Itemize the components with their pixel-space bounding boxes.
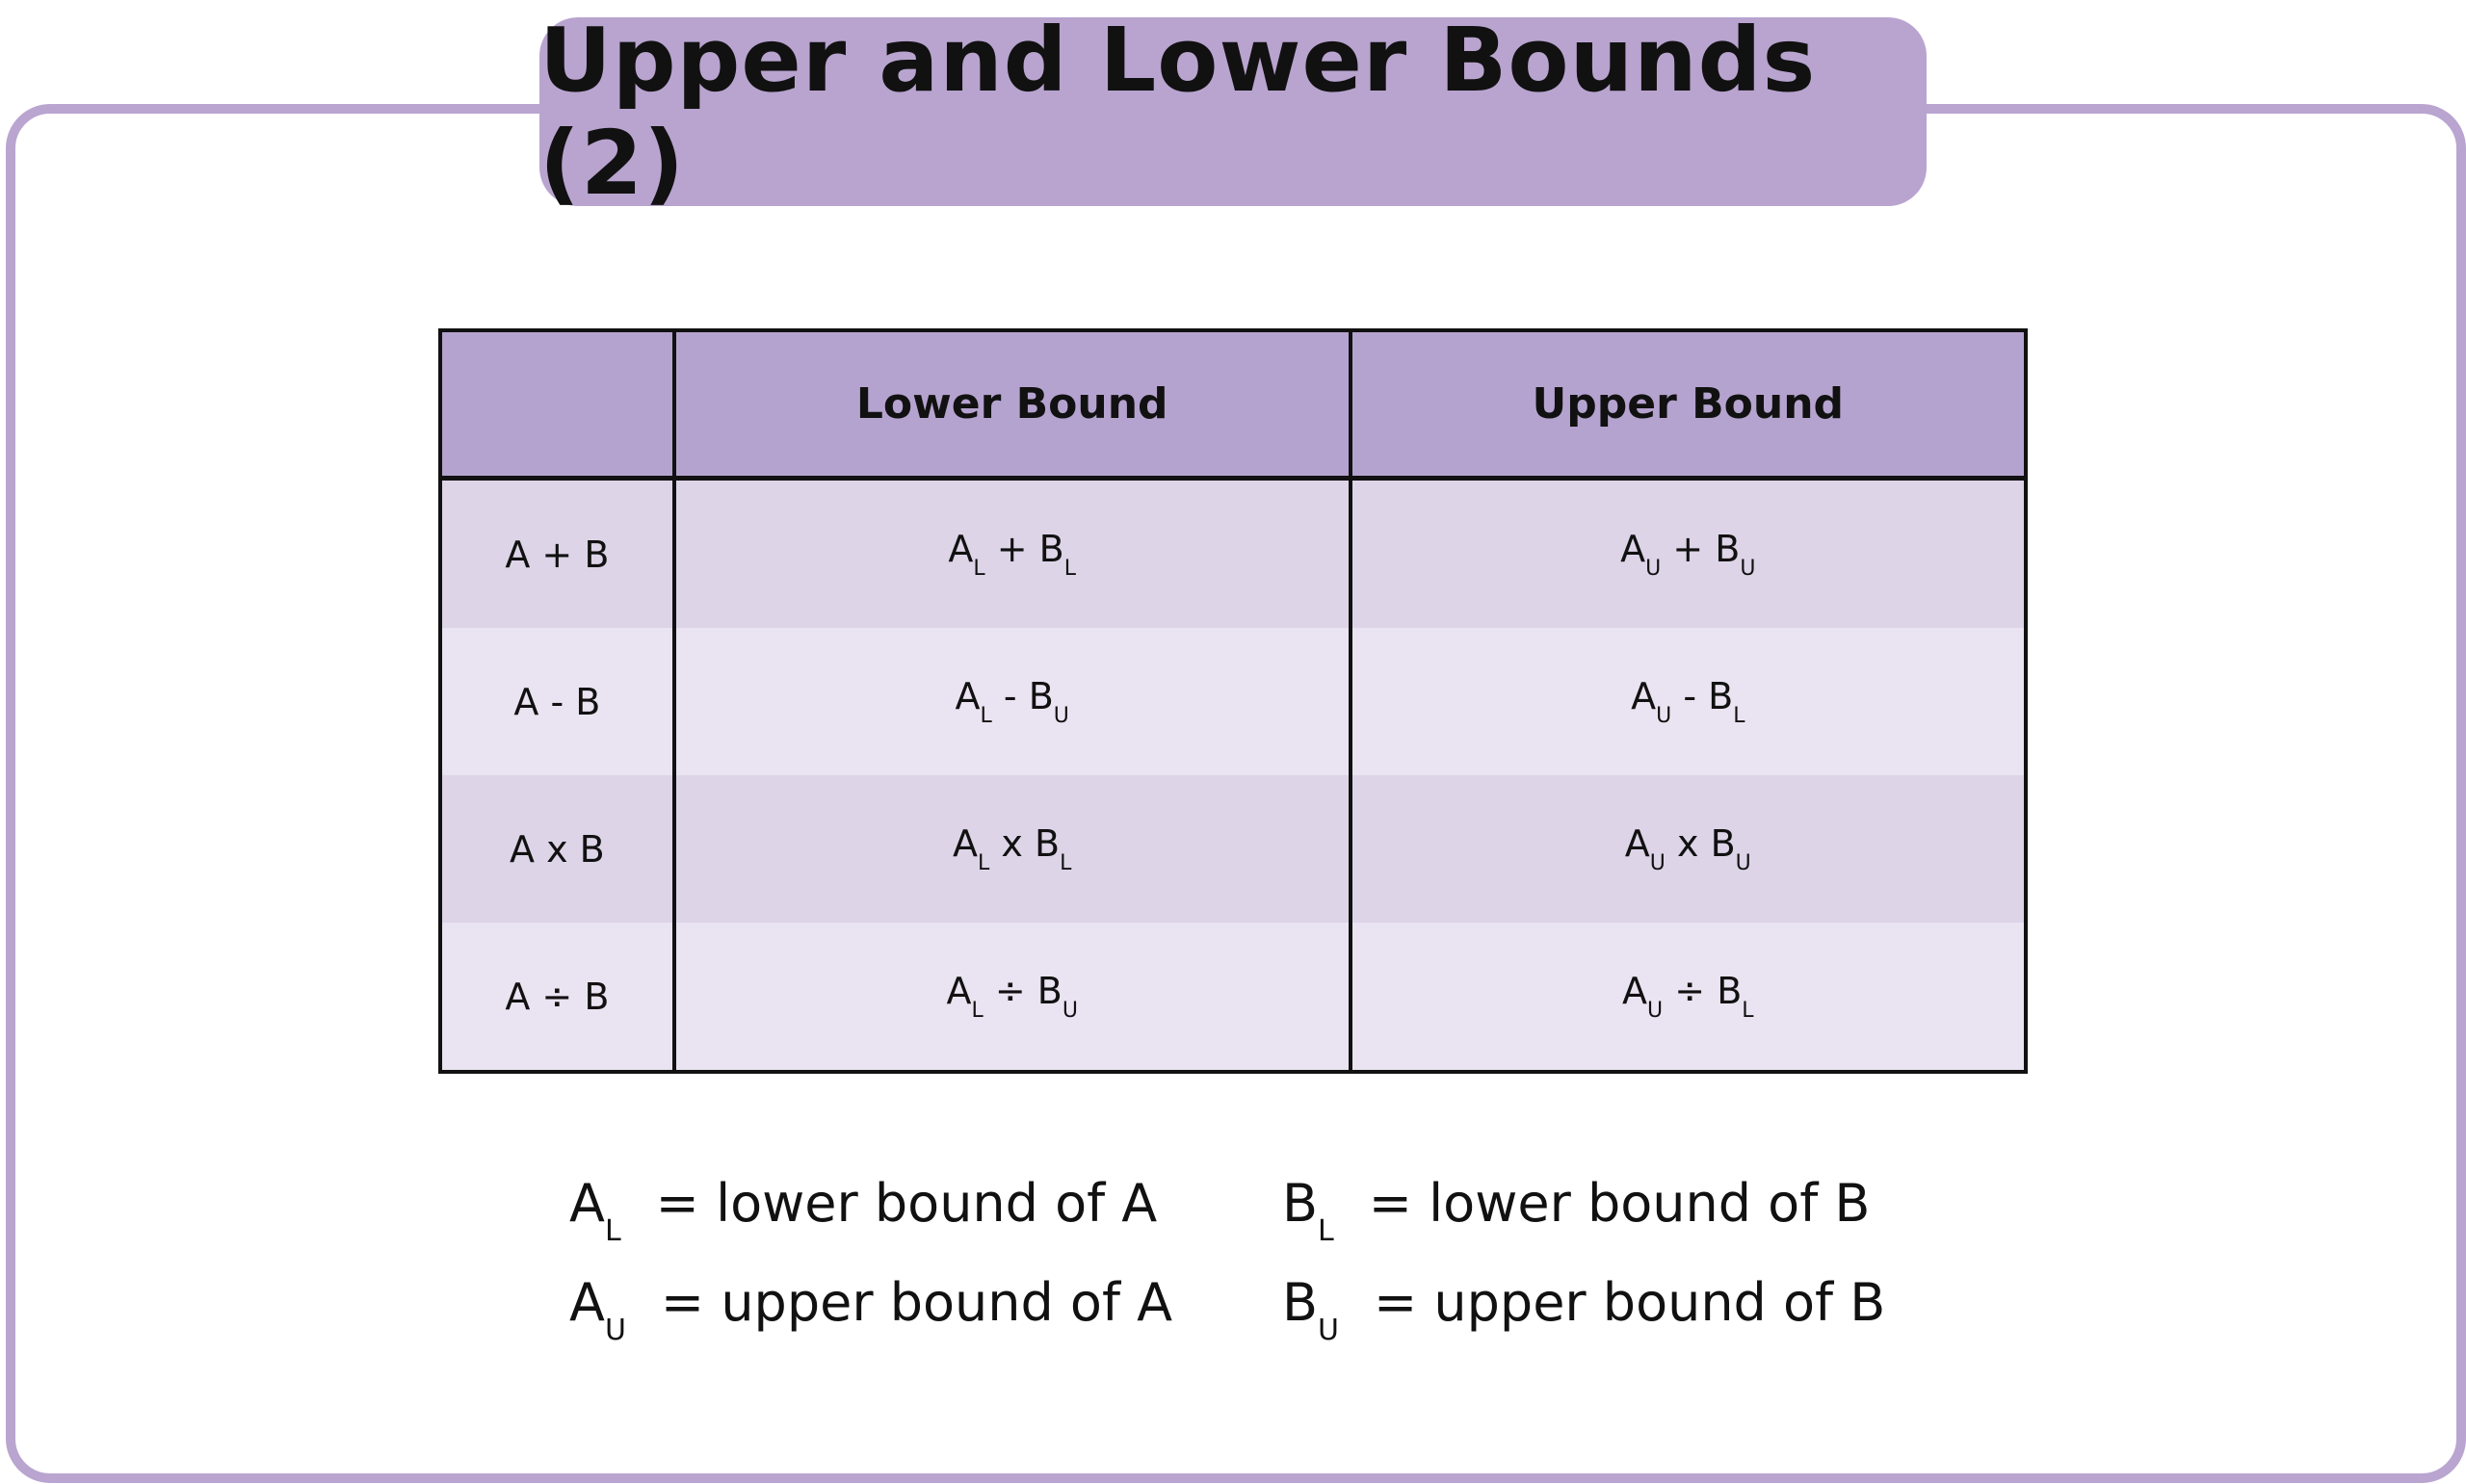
legend-bu: BU = upper bound of B xyxy=(1282,1272,1886,1347)
lower-bound-cell: AL ÷ BU xyxy=(671,923,1352,1072)
lower-bound-cell: AL x BL xyxy=(671,775,1352,923)
table-row: A - B AL - BU AU - BL xyxy=(438,628,2029,775)
operation-cell: A x B xyxy=(438,775,676,923)
table-row: A ÷ B AL ÷ BU AU ÷ BL xyxy=(438,923,2029,1072)
upper-bound-cell: AU x BU xyxy=(1348,775,2029,923)
operation-cell: A - B xyxy=(438,628,676,775)
legend-au: AU = upper bound of A xyxy=(569,1272,1173,1347)
header-empty xyxy=(438,330,676,481)
lower-bound-cell: AL + BL xyxy=(671,478,1352,628)
table-header-row: Lower Bound Upper Bound xyxy=(438,330,2029,481)
page-title: Upper and Lower Bounds (2) xyxy=(539,9,1817,215)
upper-bound-cell: AU ÷ BL xyxy=(1348,923,2029,1072)
title-banner: Upper and Lower Bounds (2) xyxy=(539,9,1927,215)
upper-bound-cell: AU + BU xyxy=(1348,478,2029,628)
operation-cell: A + B xyxy=(438,478,676,628)
bounds-table: Lower Bound Upper Bound A + B AL + BL AU +… xyxy=(438,328,2029,1074)
lower-bound-cell: AL - BU xyxy=(671,628,1352,775)
table-row: A + B AL + BL AU + BU xyxy=(438,478,2029,628)
operation-cell: A ÷ B xyxy=(438,923,676,1072)
header-upper-bound: Upper Bound xyxy=(1348,330,2029,481)
legend-al: AL = lower bound of A xyxy=(569,1173,1158,1248)
upper-bound-cell: AU - BL xyxy=(1348,628,2029,775)
header-lower-bound: Lower Bound xyxy=(671,330,1352,481)
table-row: A x B AL x BL AU x BU xyxy=(438,775,2029,923)
legend-bl: BL = lower bound of B xyxy=(1282,1173,1871,1248)
